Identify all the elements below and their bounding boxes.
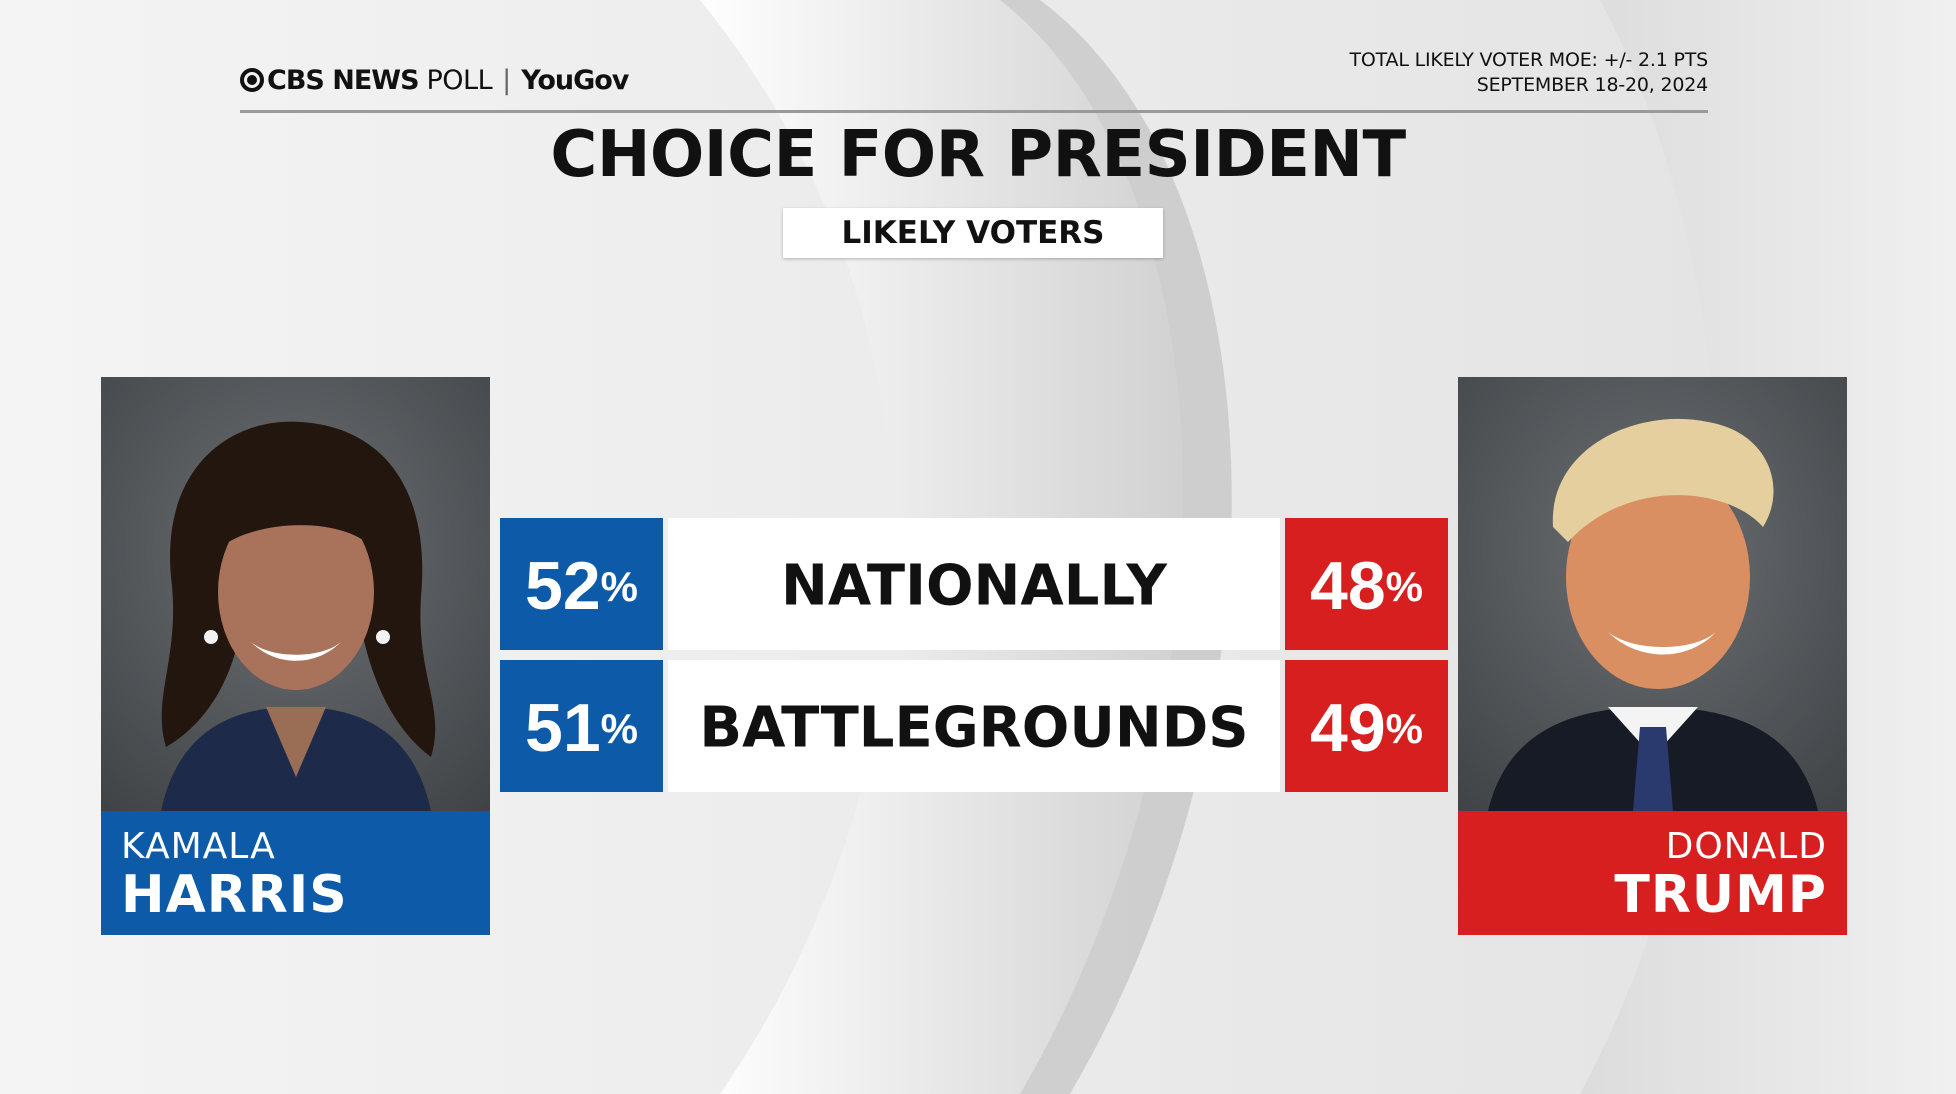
cbs-eye-icon — [240, 68, 264, 92]
brand-partner: YouGov — [521, 64, 629, 96]
harris-value-battlegrounds: 51% — [525, 690, 638, 766]
harris-cell-nationally — [500, 518, 663, 650]
trump-value-battlegrounds: 49% — [1310, 690, 1423, 766]
trump-cell-battlegrounds — [1285, 660, 1448, 792]
margin-of-error: TOTAL LIKELY VOTER MOE: +/- 2.1 PTS — [1349, 49, 1708, 71]
trump-portrait — [1458, 377, 1847, 811]
harris-first-name: KAMALA — [121, 826, 276, 867]
harris-value-nationally: 52% — [525, 548, 638, 624]
trump-cell-nationally — [1285, 518, 1448, 650]
candidate-card-trump: DONALD TRUMP — [1458, 377, 1847, 935]
trump-name-plate: DONALD TRUMP — [1458, 811, 1847, 935]
page-title: CHOICE FOR PRESIDENT — [550, 118, 1406, 192]
trump-last-name: TRUMP — [1614, 865, 1827, 925]
row-label-nationally: NATIONALLY — [781, 554, 1168, 619]
brand-network: CBS NEWS — [267, 64, 420, 96]
harris-cell-battlegrounds — [500, 660, 663, 792]
harris-last-name: HARRIS — [121, 865, 348, 925]
trump-first-name: DONALD — [1665, 826, 1827, 867]
harris-name-plate: KAMALA HARRIS — [101, 811, 490, 935]
poll-info: TOTAL LIKELY VOTER MOE: +/- 2.1 PTS SEPT… — [1349, 48, 1708, 98]
header-divider — [240, 110, 1708, 113]
subtitle-badge: LIKELY VOTERS — [783, 208, 1163, 258]
candidate-card-harris: KAMALA HARRIS — [101, 377, 490, 935]
trump-value-nationally: 48% — [1310, 548, 1423, 624]
label-cell-nationally — [668, 518, 1280, 650]
label-cell-battlegrounds — [668, 660, 1280, 792]
harris-portrait — [101, 377, 490, 811]
brand-logo: CBS NEWS POLL | YouGov — [240, 64, 629, 96]
brand-poll: POLL — [426, 64, 493, 96]
poll-dates: SEPTEMBER 18-20, 2024 — [1476, 74, 1708, 96]
results-table: 52% NATIONALLY 48% 51% BATTLEGROUNDS 49% — [500, 518, 1450, 792]
row-label-battlegrounds: BATTLEGROUNDS — [699, 696, 1248, 761]
brand-divider: | — [502, 64, 512, 96]
